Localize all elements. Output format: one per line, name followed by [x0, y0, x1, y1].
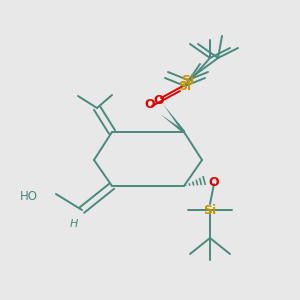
Text: Si: Si — [182, 74, 195, 86]
Text: Si: Si — [178, 80, 192, 92]
Text: Si: Si — [203, 203, 217, 217]
Polygon shape — [163, 104, 185, 133]
Text: O: O — [209, 176, 219, 188]
Text: H: H — [70, 219, 78, 229]
Text: HO: HO — [20, 190, 38, 202]
Text: O: O — [145, 98, 155, 110]
Polygon shape — [160, 114, 185, 133]
Text: O: O — [154, 94, 164, 106]
